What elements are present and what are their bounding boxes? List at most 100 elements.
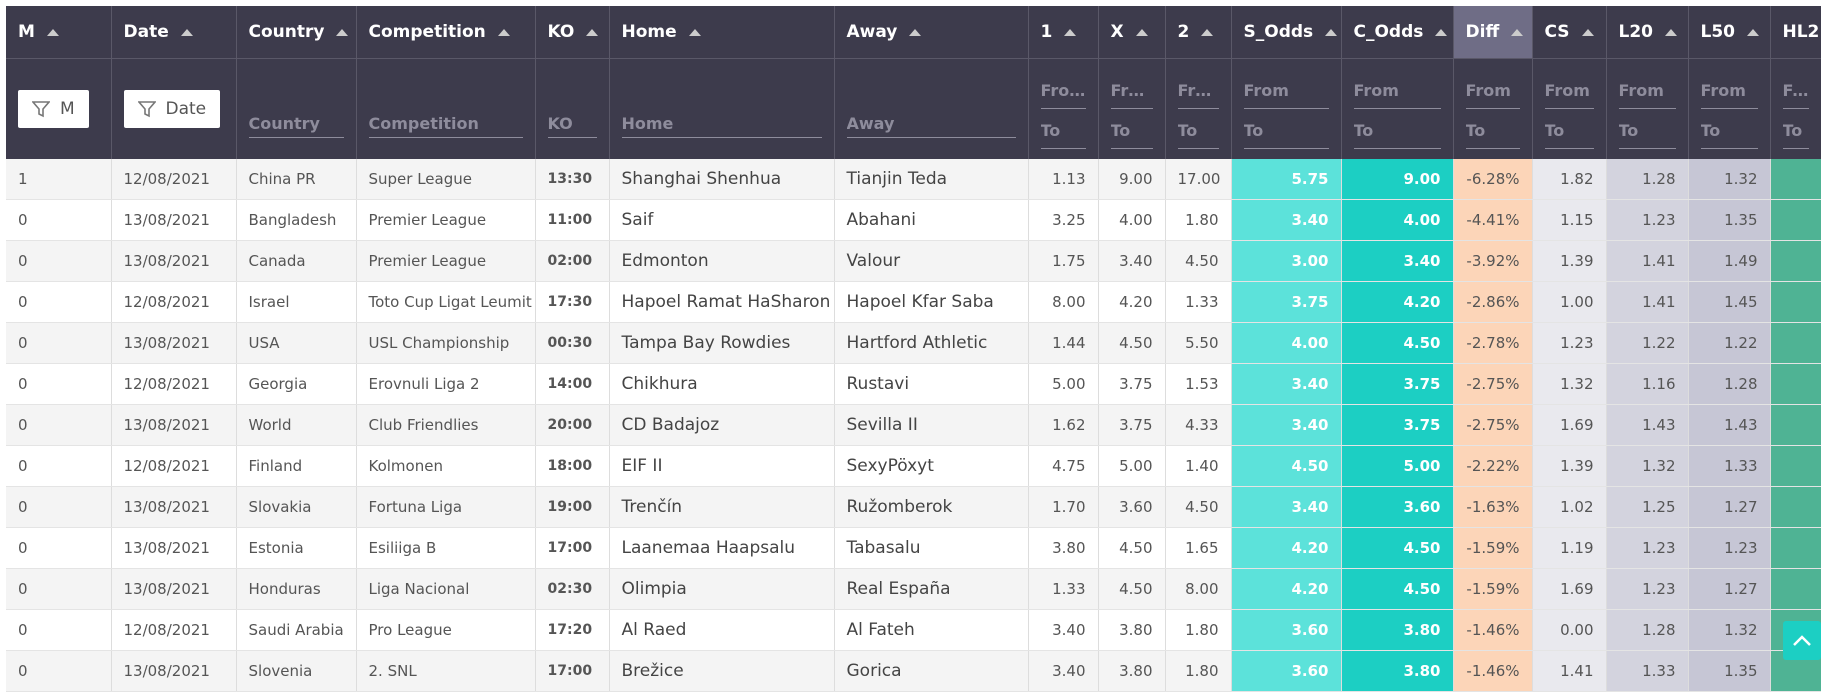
cell: 1.49 [1688, 240, 1771, 282]
range-from[interactable]: From [1544, 69, 1594, 109]
cell: 5.00 [1028, 363, 1099, 405]
column-header[interactable]: S_Odds [1231, 6, 1342, 59]
cell [1770, 199, 1821, 241]
filter-input[interactable]: Away [846, 110, 1016, 138]
cell: Tabasalu [834, 527, 1029, 569]
column-header[interactable]: X [1098, 6, 1166, 59]
column-header[interactable]: CS [1532, 6, 1607, 59]
range-from[interactable]: From [1110, 69, 1153, 109]
cell: Israel [236, 281, 357, 323]
cell: Abahani [834, 199, 1029, 241]
column-header[interactable]: L50 [1688, 6, 1771, 59]
header-label: CS [1544, 22, 1570, 42]
filter-input[interactable]: Home [621, 110, 822, 138]
column-header[interactable]: 2 [1165, 6, 1232, 59]
cell: 13/08/2021 [111, 199, 237, 241]
cell: 8.00 [1165, 568, 1232, 610]
range-from[interactable]: From [1465, 69, 1520, 109]
sort-arrow [1665, 28, 1677, 36]
header-label: Diff [1465, 22, 1500, 42]
sort-arrow [1747, 28, 1759, 36]
cell: Saudi Arabia [236, 609, 357, 651]
data-row: 0 12/08/2021 Finland Kolmonen 18:00 EIF II Sex… [6, 445, 1821, 487]
cell: Premier League [356, 199, 536, 241]
cell: 1.32 [1688, 159, 1771, 200]
cell: Hapoel Kfar Saba [834, 281, 1029, 323]
filter-button[interactable]: M [18, 90, 89, 128]
filter-input[interactable]: Competition [368, 110, 523, 138]
column-header[interactable]: Diff [1453, 6, 1533, 59]
cell: 1.22 [1688, 322, 1771, 364]
cell: 4.50 [1098, 568, 1166, 610]
cell: 1.15 [1532, 199, 1607, 241]
cell: Club Friendlies [356, 404, 536, 446]
cell: 13/08/2021 [111, 240, 237, 282]
column-header[interactable]: C_Odds [1341, 6, 1454, 59]
cell: 1.32 [1532, 363, 1607, 405]
cell: 5.75 [1231, 159, 1342, 200]
data-row: 0 12/08/2021 Israel Toto Cup Ligat Leumit 17… [6, 281, 1821, 323]
range-to[interactable]: To [1110, 109, 1153, 149]
range-to[interactable]: To [1177, 109, 1219, 149]
column-header[interactable]: Date [111, 6, 237, 59]
column-header[interactable]: Home [609, 6, 835, 59]
range-from[interactable]: From [1782, 69, 1809, 109]
header-label: Date [123, 22, 169, 42]
cell: -2.75% [1453, 404, 1533, 446]
cell: Laanemaa Haapsalu [609, 527, 835, 569]
range-to[interactable]: To [1243, 109, 1329, 149]
column-header[interactable]: Competition [356, 6, 536, 59]
column-header[interactable]: HL2 [1770, 6, 1821, 59]
cell: Erovnuli Liga 2 [356, 363, 536, 405]
range-to[interactable]: To [1782, 109, 1809, 149]
range-from[interactable]: From [1618, 69, 1676, 109]
header-label: M [18, 22, 35, 42]
cell: 4.50 [1341, 322, 1454, 364]
range-to[interactable]: To [1618, 109, 1676, 149]
filter-button[interactable]: Date [123, 90, 221, 128]
filter-input[interactable]: Country [248, 110, 344, 138]
cell: -2.22% [1453, 445, 1533, 487]
range-to[interactable]: To [1700, 109, 1758, 149]
cell: 13/08/2021 [111, 568, 237, 610]
column-header[interactable]: L20 [1606, 6, 1689, 59]
cell: 3.40 [1231, 486, 1342, 528]
range-from[interactable]: From [1177, 69, 1219, 109]
range-from[interactable]: From [1700, 69, 1758, 109]
column-header[interactable]: Country [236, 6, 357, 59]
range-from[interactable]: From [1040, 69, 1086, 109]
cell: 17:30 [535, 281, 610, 323]
range-to[interactable]: To [1465, 109, 1520, 149]
sort-arrow [1581, 28, 1594, 36]
cell: 0 [6, 568, 112, 610]
header-label: L20 [1618, 22, 1654, 42]
range-to[interactable]: To [1353, 109, 1441, 149]
scroll-top-button[interactable] [1783, 621, 1821, 660]
cell: 4.75 [1028, 445, 1099, 487]
filter-cell: Home [609, 58, 835, 159]
cell: 3.60 [1341, 486, 1454, 528]
cell: 3.40 [1098, 240, 1166, 282]
cell [1770, 527, 1821, 569]
cell: -2.78% [1453, 322, 1533, 364]
column-header[interactable]: M [6, 6, 112, 59]
cell: 1.80 [1165, 650, 1232, 692]
range-from[interactable]: From [1243, 69, 1329, 109]
filter-button-label: Date [165, 99, 207, 119]
column-header[interactable]: KO [535, 6, 610, 59]
cell: 4.33 [1165, 404, 1232, 446]
range-from[interactable]: From [1353, 69, 1441, 109]
cell: 11:00 [535, 199, 610, 241]
range-to[interactable]: To [1040, 109, 1086, 149]
column-header[interactable]: 1 [1028, 6, 1099, 59]
range-to[interactable]: To [1544, 109, 1594, 149]
cell: 3.40 [1231, 363, 1342, 405]
column-header[interactable]: Away [834, 6, 1029, 59]
cell: 1.43 [1606, 404, 1689, 446]
filter-input[interactable]: KO [547, 110, 597, 138]
cell: -4.41% [1453, 199, 1533, 241]
cell: 4.50 [1341, 568, 1454, 610]
cell: 1.22 [1606, 322, 1689, 364]
cell: 1.19 [1532, 527, 1607, 569]
